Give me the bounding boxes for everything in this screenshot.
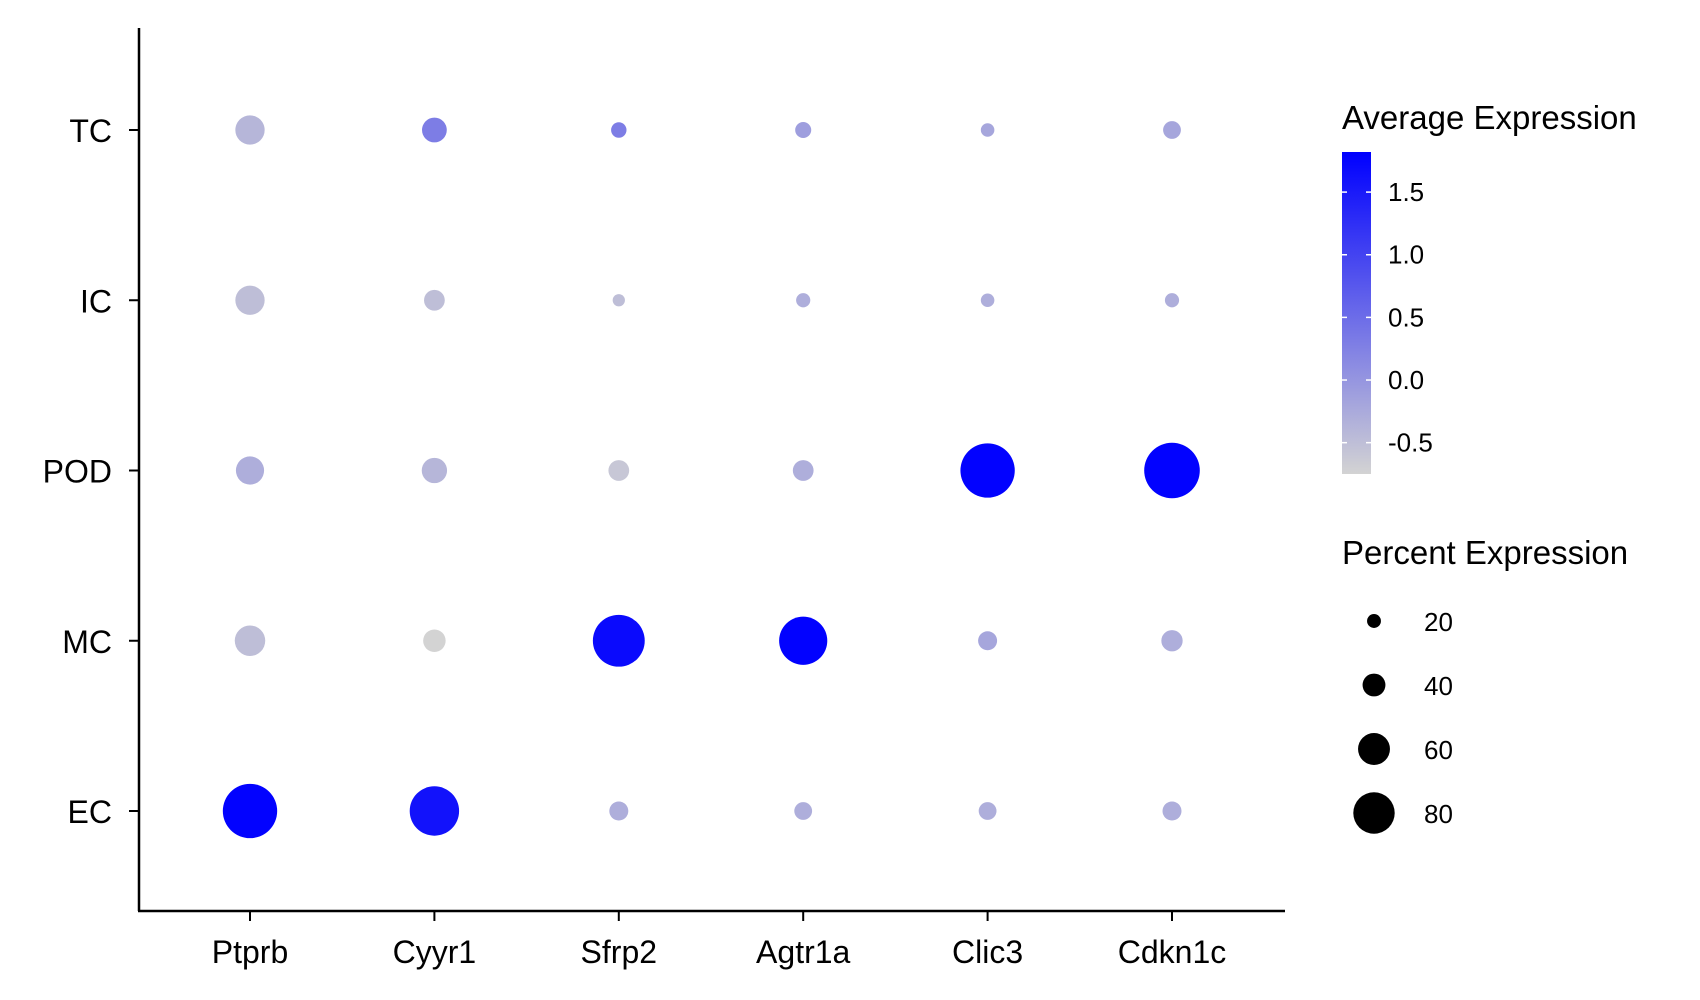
color-legend-label: 0.0 xyxy=(1388,365,1424,395)
data-point xyxy=(222,783,278,839)
data-point xyxy=(424,289,445,311)
data-point xyxy=(611,122,627,138)
data-point xyxy=(978,631,998,651)
color-legend-label: 1.0 xyxy=(1388,240,1424,270)
x-tick-label: Ptprb xyxy=(212,934,288,970)
data-point xyxy=(1144,442,1200,499)
data-point xyxy=(980,123,995,137)
data-point xyxy=(1161,630,1183,652)
x-tick-label: Cyyr1 xyxy=(393,934,477,970)
size-legend-title: Percent Expression xyxy=(1342,534,1628,571)
x-tick-label: Sfrp2 xyxy=(581,934,657,970)
size-legend-dot xyxy=(1358,733,1390,765)
color-legend-label: -0.5 xyxy=(1388,428,1433,458)
data-point xyxy=(592,614,645,667)
color-legend-title: Average Expression xyxy=(1342,99,1637,136)
data-point xyxy=(608,460,630,481)
x-tick-label: Agtr1a xyxy=(756,934,850,970)
data-point xyxy=(795,121,812,139)
data-point xyxy=(235,115,265,145)
legend: Average Expression 1.5 1.0 0.5 0.0 -0.5 Percen… xyxy=(1342,99,1637,834)
data-point xyxy=(423,629,446,652)
data-point xyxy=(235,456,265,485)
dots-layer xyxy=(222,115,1200,839)
data-point xyxy=(1162,801,1182,821)
y-tick-label: MC xyxy=(62,624,112,660)
data-point xyxy=(422,117,447,143)
color-legend-label: 1.5 xyxy=(1388,177,1424,207)
size-legend-label: 80 xyxy=(1424,799,1453,829)
size-legend-label: 20 xyxy=(1424,607,1453,637)
data-point xyxy=(980,293,995,308)
color-bar xyxy=(1342,152,1371,474)
data-point xyxy=(1163,121,1181,139)
y-tick-label: POD xyxy=(43,454,112,490)
size-legend-dot xyxy=(1362,673,1386,697)
x-tick-label: Cdkn1c xyxy=(1118,934,1227,970)
y-tick-label: TC xyxy=(69,113,112,149)
data-point xyxy=(779,616,828,665)
x-tick-label: Clic3 xyxy=(952,934,1023,970)
data-point xyxy=(960,443,1015,498)
data-point xyxy=(792,460,814,481)
size-legend-dot xyxy=(1353,792,1395,834)
size-legend-label: 60 xyxy=(1424,735,1453,765)
axes: Ptprb Cyyr1 Sfrp2 Agtr1a Clic3 Cdkn1c EC MC POD I… xyxy=(43,28,1285,970)
data-point xyxy=(609,801,629,821)
y-tick-label: IC xyxy=(80,283,112,319)
data-point xyxy=(234,625,266,656)
size-legend-label: 40 xyxy=(1424,671,1453,701)
data-point xyxy=(978,802,997,820)
y-tick-label: EC xyxy=(68,794,112,830)
data-point xyxy=(796,293,811,308)
color-legend-label: 0.5 xyxy=(1388,302,1424,332)
data-point xyxy=(235,285,265,315)
data-point xyxy=(794,802,813,820)
data-point xyxy=(421,457,448,484)
data-point xyxy=(409,786,460,836)
size-legend-dot xyxy=(1367,614,1381,628)
data-point xyxy=(1164,293,1180,308)
data-point xyxy=(612,294,625,307)
